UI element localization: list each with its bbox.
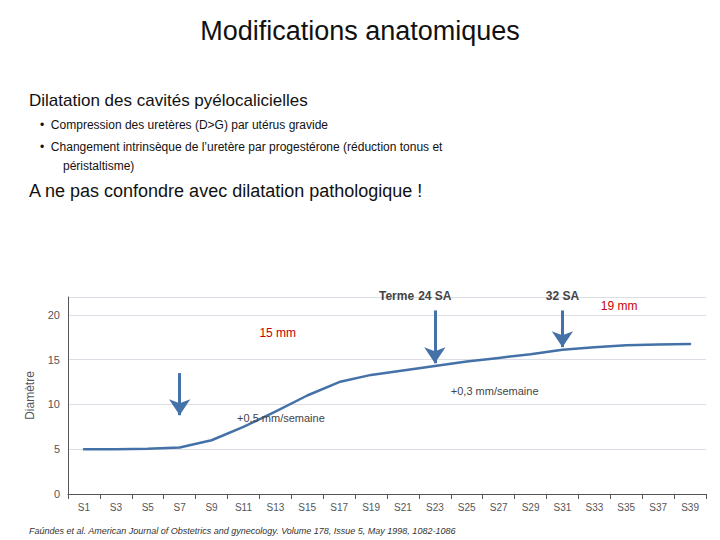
svg-text:20: 20 [48,309,60,321]
svg-text:0: 0 [54,488,60,500]
svg-text:15: 15 [48,354,60,366]
svg-text:15 mm: 15 mm [259,326,296,340]
svg-text:24 SA: 24 SA [418,289,452,303]
svg-text:S35: S35 [617,502,635,513]
svg-text:32 SA: 32 SA [546,289,580,303]
svg-text:S39: S39 [681,502,699,513]
svg-text:S3: S3 [110,502,123,513]
svg-text:S27: S27 [490,502,508,513]
svg-text:+0,5 mm/semaine: +0,5 mm/semaine [237,412,325,424]
svg-text:S21: S21 [394,502,412,513]
svg-text:S7: S7 [174,502,187,513]
svg-text:S17: S17 [330,502,348,513]
svg-text:S33: S33 [585,502,603,513]
svg-text:• Changement intrinsèque de l: • Changement intrinsèque de l’uretère pa… [40,140,443,154]
svg-text:+0,3 mm/semaine: +0,3 mm/semaine [451,385,539,397]
svg-text:S11: S11 [235,502,252,513]
svg-text:S15: S15 [298,502,316,513]
svg-text:S31: S31 [554,502,572,513]
svg-text:péristaltisme): péristaltisme) [63,159,134,173]
svg-text:S37: S37 [649,502,667,513]
svg-text:5: 5 [54,443,60,455]
svg-text:Diamètre: Diamètre [23,371,37,420]
svg-text:19 mm: 19 mm [601,299,638,313]
svg-text:S29: S29 [522,502,540,513]
svg-text:Terme: Terme [379,289,414,303]
svg-text:Faúndes et al. American Journa: Faúndes et al. American Journal of Obste… [29,526,455,536]
svg-text:S1: S1 [78,502,91,513]
svg-text:Modifications anatomiques: Modifications anatomiques [200,16,520,46]
svg-text:• Compression des uretères (D: • Compression des uretères (D>G) par uté… [40,118,328,132]
svg-text:Dilatation des cavités pyéloca: Dilatation des cavités pyélocalicielles [29,91,308,110]
svg-text:S19: S19 [362,502,380,513]
svg-text:A ne pas confondre avec dilata: A ne pas confondre avec dilatation patho… [29,181,422,201]
svg-text:S25: S25 [458,502,476,513]
svg-text:S13: S13 [266,502,284,513]
svg-text:S5: S5 [142,502,155,513]
svg-text:S23: S23 [426,502,444,513]
svg-text:S9: S9 [205,502,218,513]
svg-text:10: 10 [48,398,60,410]
